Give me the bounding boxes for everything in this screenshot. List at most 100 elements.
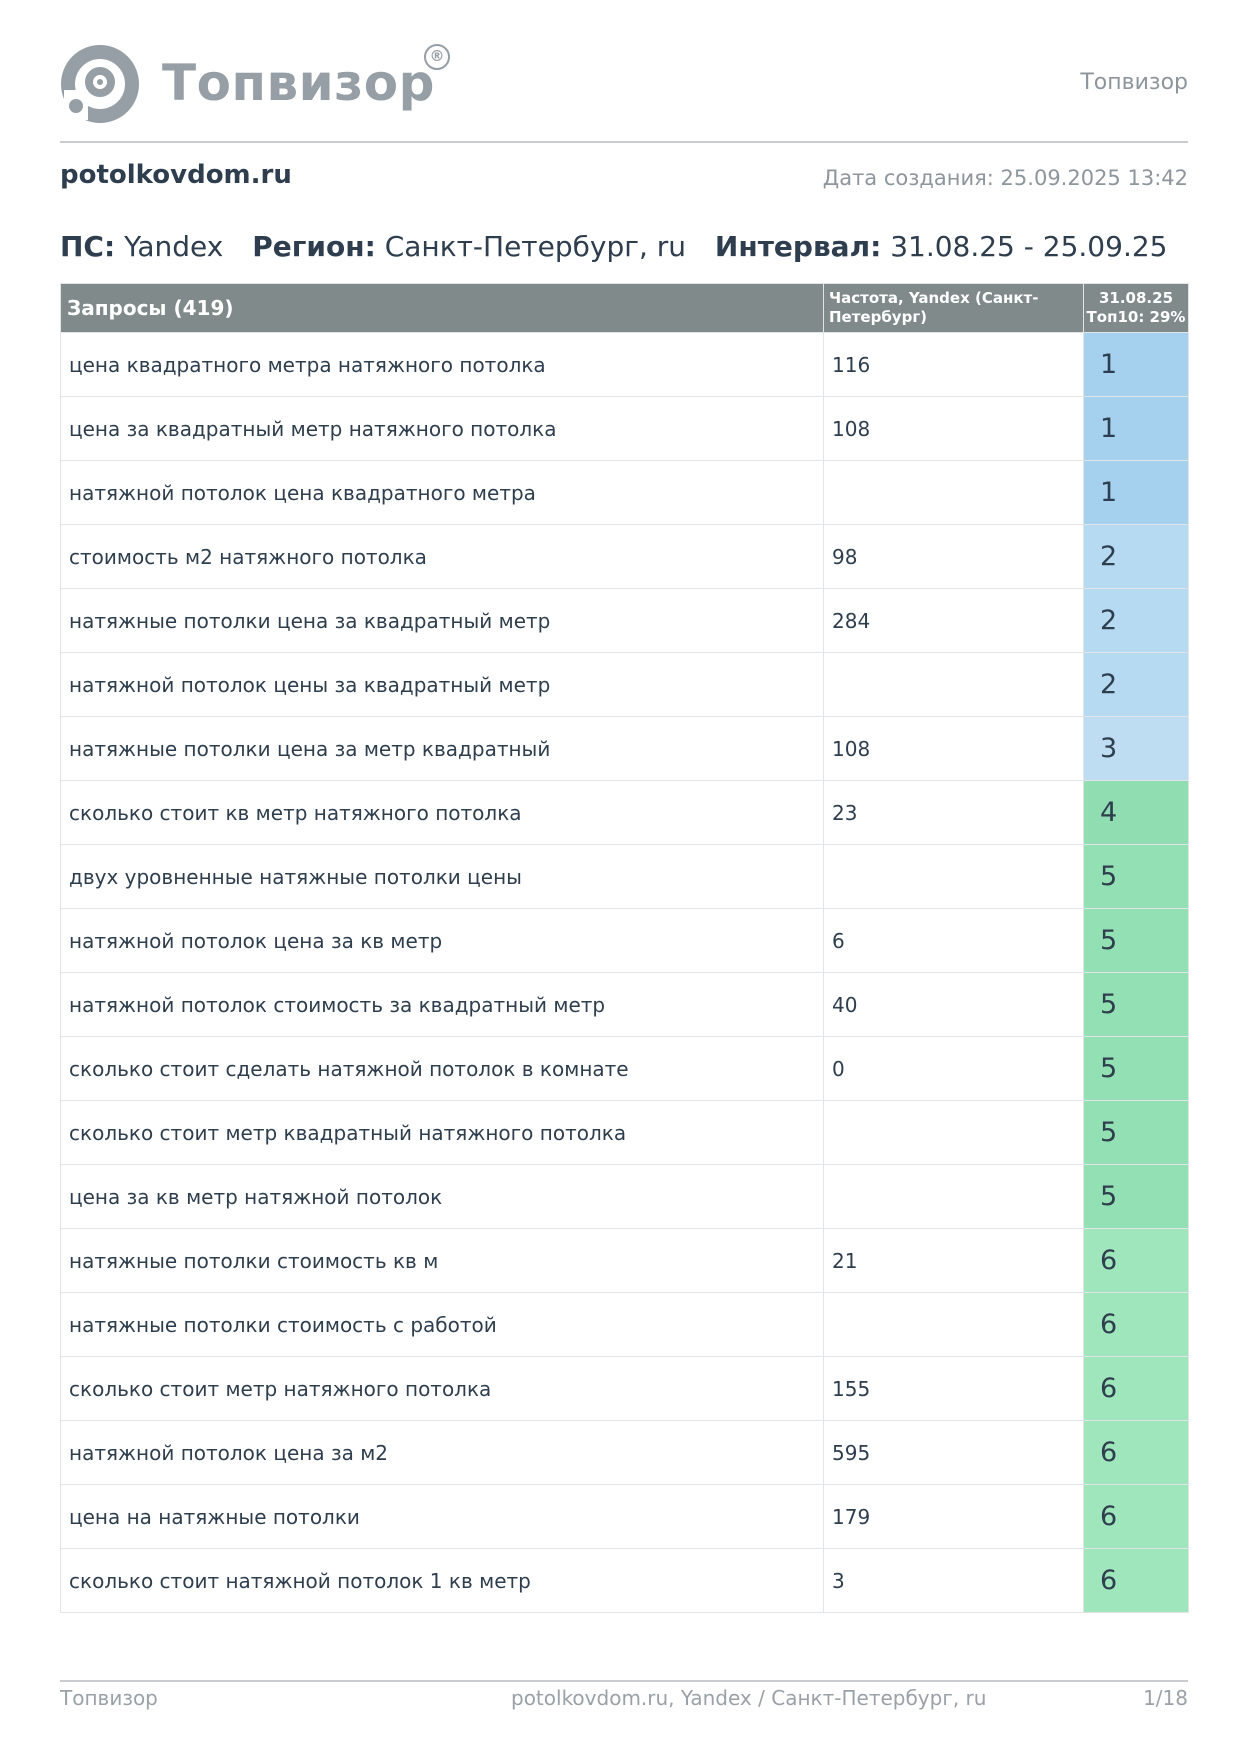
position-cell: 6: [1083, 1420, 1189, 1485]
position-cell: 5: [1083, 1100, 1189, 1165]
header-brand: Топвизор: [1080, 70, 1188, 95]
table-row: цена за кв метр натяжной потолок 5: [60, 1164, 1189, 1229]
query-cell: цена за кв метр натяжной потолок: [60, 1164, 824, 1229]
position-cell: 2: [1083, 652, 1189, 717]
position-cell: 5: [1083, 1036, 1189, 1101]
table-row: натяжной потолок цены за квадратный метр…: [60, 652, 1189, 717]
position-cell: 4: [1083, 780, 1189, 845]
position-cell: 2: [1083, 524, 1189, 589]
table-row: стоимость м2 натяжного потолка 98 2: [60, 524, 1189, 589]
table-row: натяжные потолки цена за квадратный метр…: [60, 588, 1189, 653]
frequency-cell: 179: [823, 1484, 1084, 1549]
query-cell: натяжные потолки стоимость с работой: [60, 1292, 824, 1357]
table-row: натяжной потолок цена квадратного метра 1: [60, 460, 1189, 525]
se-label: ПС:: [60, 230, 116, 263]
frequency-cell: 284: [823, 588, 1084, 653]
region-label: Регион:: [252, 230, 376, 263]
query-cell: натяжной потолок цены за квадратный метр: [60, 652, 824, 717]
frequency-cell: 21: [823, 1228, 1084, 1293]
table-row: сколько стоит сделать натяжной потолок в…: [60, 1036, 1189, 1101]
position-cell: 5: [1083, 844, 1189, 909]
query-cell: сколько стоит кв метр натяжного потолка: [60, 780, 824, 845]
position-cell: 6: [1083, 1356, 1189, 1421]
frequency-cell: [823, 460, 1084, 525]
header-frequency: Частота, Yandex (Санкт-Петербург): [823, 283, 1084, 333]
query-cell: сколько стоит натяжной потолок 1 кв метр: [60, 1548, 824, 1613]
table-row: сколько стоит метр натяжного потолка 155 6: [60, 1356, 1189, 1421]
query-cell: натяжной потолок цена за кв метр: [60, 908, 824, 973]
page-header: Топвизор ® Топвизор: [60, 44, 1188, 144]
frequency-cell: [823, 1100, 1084, 1165]
position-cell: 5: [1083, 1164, 1189, 1229]
query-cell: натяжные потолки цена за метр квадратный: [60, 716, 824, 781]
table-row: сколько стоит метр квадратный натяжного …: [60, 1100, 1189, 1165]
table-row: цена квадратного метра натяжного потолка…: [60, 332, 1189, 397]
position-cell: 1: [1083, 332, 1189, 397]
query-cell: сколько стоит метр натяжного потолка: [60, 1356, 824, 1421]
table-row: натяжные потолки цена за метр квадратный…: [60, 716, 1189, 781]
header-top10: Топ10: 29%: [1086, 308, 1186, 326]
position-cell: 1: [1083, 396, 1189, 461]
site-domain: potolkovdom.ru: [60, 160, 292, 190]
query-cell: натяжные потолки стоимость кв м: [60, 1228, 824, 1293]
table-row: цена на натяжные потолки 179 6: [60, 1484, 1189, 1549]
query-cell: сколько стоит метр квадратный натяжного …: [60, 1100, 824, 1165]
table-row: натяжной потолок стоимость за квадратный…: [60, 972, 1189, 1037]
table-row: сколько стоит натяжной потолок 1 кв метр…: [60, 1548, 1189, 1613]
table-header-row: Запросы (419) Частота, Yandex (Санкт-Пет…: [60, 283, 1189, 333]
footer-divider: [60, 1680, 1188, 1682]
frequency-cell: 23: [823, 780, 1084, 845]
query-cell: стоимость м2 натяжного потолка: [60, 524, 824, 589]
header-date: 31.08.25 Топ10: 29%: [1083, 283, 1189, 333]
position-cell: 5: [1083, 908, 1189, 973]
table-row: двух уровненные натяжные потолки цены 5: [60, 844, 1189, 909]
frequency-cell: 3: [823, 1548, 1084, 1613]
page-number: 1/18: [1143, 1686, 1188, 1710]
table-row: натяжные потолки стоимость кв м 21 6: [60, 1228, 1189, 1293]
query-cell: цена за квадратный метр натяжного потолк…: [60, 396, 824, 461]
frequency-cell: 116: [823, 332, 1084, 397]
position-cell: 2: [1083, 588, 1189, 653]
position-cell: 1: [1083, 460, 1189, 525]
interval-value: 31.08.25 - 25.09.25: [890, 230, 1168, 263]
position-cell: 5: [1083, 972, 1189, 1037]
se-value: Yandex: [124, 230, 224, 263]
table-row: натяжной потолок цена за м2 595 6: [60, 1420, 1189, 1485]
frequency-cell: 108: [823, 396, 1084, 461]
frequency-cell: [823, 1164, 1084, 1229]
header-date-value: 31.08.25: [1098, 289, 1174, 307]
footer-report-info: potolkovdom.ru, Yandex / Санкт-Петербург…: [511, 1686, 987, 1710]
footer-brand: Топвизор: [60, 1686, 158, 1710]
logo-text: Топвизор: [162, 54, 435, 112]
query-cell: натяжной потолок цена за м2: [60, 1420, 824, 1485]
frequency-cell: 0: [823, 1036, 1084, 1101]
position-cell: 6: [1083, 1292, 1189, 1357]
position-cell: 6: [1083, 1484, 1189, 1549]
query-cell: цена квадратного метра натяжного потолка: [60, 332, 824, 397]
frequency-cell: 108: [823, 716, 1084, 781]
report-params: ПС: Yandex Регион: Санкт-Петербург, ru И…: [60, 230, 1167, 263]
topvisor-logo: Топвизор ®: [60, 44, 460, 128]
position-cell: 3: [1083, 716, 1189, 781]
frequency-cell: [823, 844, 1084, 909]
query-cell: двух уровненные натяжные потолки цены: [60, 844, 824, 909]
frequency-cell: 595: [823, 1420, 1084, 1485]
creation-date: Дата создания: 25.09.2025 13:42: [822, 166, 1188, 190]
header-divider: [60, 141, 1188, 143]
frequency-cell: [823, 1292, 1084, 1357]
frequency-cell: [823, 652, 1084, 717]
positions-table: Запросы (419) Частота, Yandex (Санкт-Пет…: [60, 283, 1189, 1613]
query-cell: цена на натяжные потолки: [60, 1484, 824, 1549]
registered-mark: ®: [424, 44, 450, 70]
table-row: цена за квадратный метр натяжного потолк…: [60, 396, 1189, 461]
topvisor-logo-icon: [61, 45, 139, 123]
frequency-cell: 155: [823, 1356, 1084, 1421]
table-row: натяжные потолки стоимость с работой 6: [60, 1292, 1189, 1357]
region-value: Санкт-Петербург, ru: [384, 230, 687, 263]
query-cell: натяжные потолки цена за квадратный метр: [60, 588, 824, 653]
frequency-cell: 40: [823, 972, 1084, 1037]
query-cell: сколько стоит сделать натяжной потолок в…: [60, 1036, 824, 1101]
query-cell: натяжной потолок стоимость за квадратный…: [60, 972, 824, 1037]
table-row: сколько стоит кв метр натяжного потолка 2…: [60, 780, 1189, 845]
header-queries: Запросы (419): [60, 283, 824, 333]
